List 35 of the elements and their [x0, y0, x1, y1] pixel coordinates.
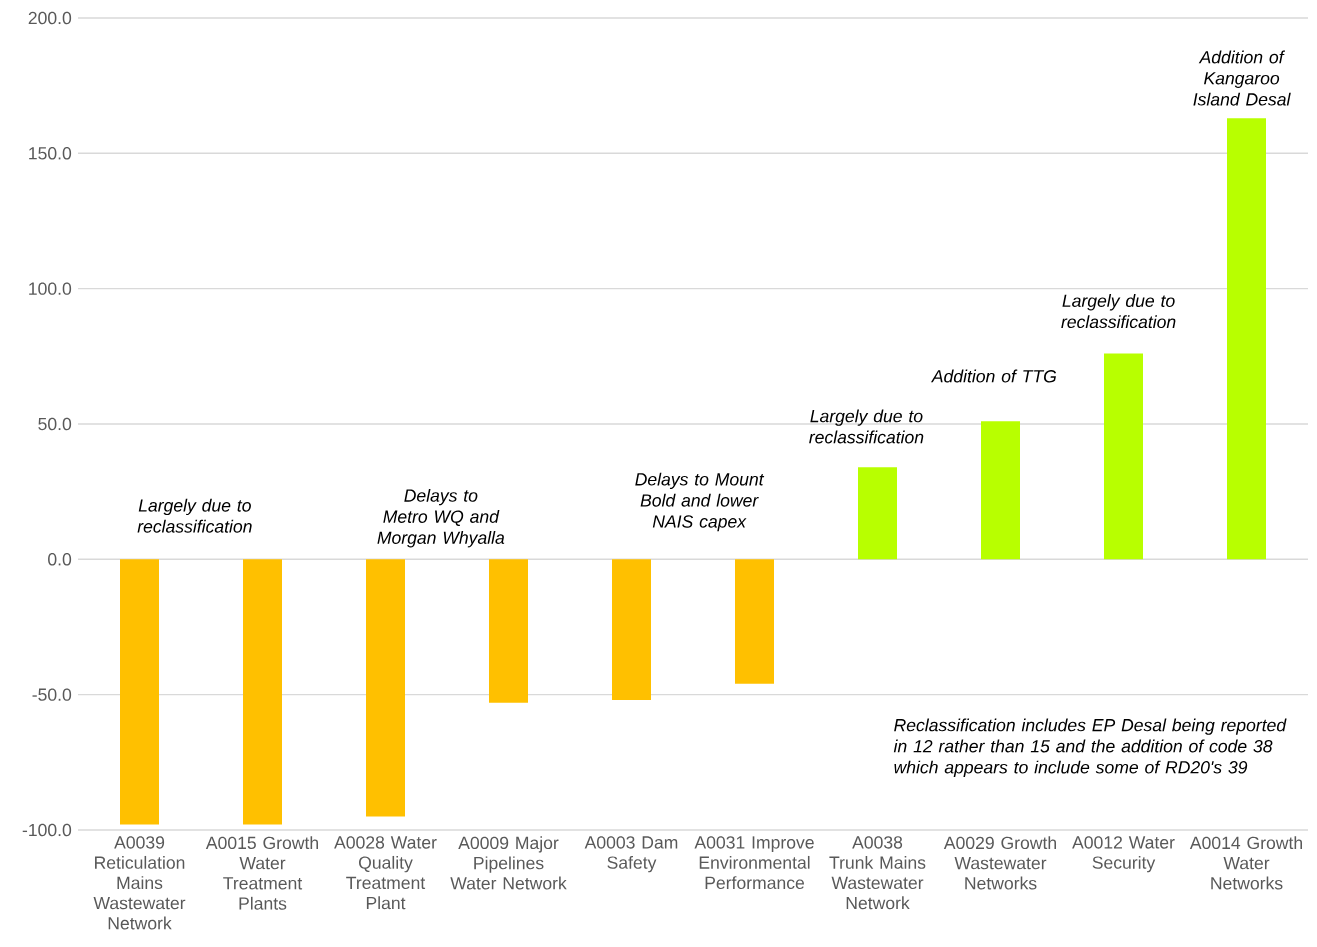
- annotation: Addition of Kangaroo Island Desal: [1193, 50, 1291, 106]
- x-tick-label: A0003 Dam Safety: [584, 836, 678, 873]
- annotation: Addition of TTG: [930, 369, 1057, 383]
- annotation: Largely due to reclassification: [137, 498, 252, 533]
- y-tick-label: 100.0: [29, 282, 72, 295]
- bar: [735, 559, 774, 684]
- annotation: Delays to Metro WQ and Morgan Whyalla: [377, 488, 505, 548]
- x-tick-label: A0038 Trunk Mains Wastewater Network: [829, 836, 926, 910]
- x-tick-label: A0009 Major Pipelines Water Network: [450, 836, 567, 890]
- annotation: Reclassification includes EP Desal being reported in 12 rather than 15 and the addition of code 38 which appears to include some of RD20's 39: [893, 718, 1287, 777]
- y-tick-label: -100.0: [22, 823, 72, 837]
- annotation: Largely due to reclassification: [809, 409, 924, 444]
- annotation: Delays to Mount Bold and lower NAIS capex: [635, 472, 765, 532]
- y-tick-label: 50.0: [38, 417, 72, 431]
- bar: [120, 559, 160, 825]
- bar: [858, 467, 897, 560]
- bar: [1227, 118, 1266, 560]
- bar: [981, 421, 1020, 560]
- x-tick-label: A0029 Growth Wastewater Networks: [943, 836, 1056, 890]
- y-tick-label: -50.0: [32, 688, 72, 701]
- x-tick-label: A0028 Water Quality Treatment Plant: [334, 836, 437, 910]
- bar: [1104, 353, 1143, 560]
- y-tick-label: 150.0: [29, 147, 72, 160]
- bar: [612, 559, 651, 701]
- x-tick-label: A0031 Improve Environmental Performance: [694, 836, 814, 890]
- bar: [243, 559, 282, 825]
- bar: [366, 559, 405, 817]
- annotation: Largely due to reclassification: [1061, 294, 1176, 329]
- x-tick-label: A0014 Growth Water Networks: [1189, 836, 1302, 890]
- x-tick-label: A0012 Water Security: [1072, 836, 1175, 873]
- y-tick-label: 0.0: [48, 553, 72, 566]
- bar: [489, 559, 528, 703]
- x-tick-label: A0039 Reticulation Mains Wastewater Network: [93, 836, 186, 930]
- y-tick-label: 200.0: [28, 11, 72, 25]
- x-tick-label: A0015 Growth Water Treatment Plants: [205, 836, 318, 910]
